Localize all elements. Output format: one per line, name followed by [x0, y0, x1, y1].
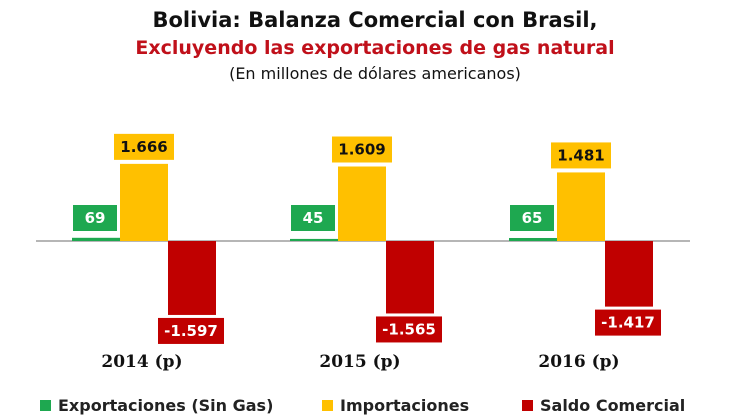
- data-label-box-importaciones-3: [551, 142, 611, 169]
- data-label-saldo-3: -1.417: [601, 314, 655, 332]
- data-label-box-exportaciones-1: [73, 205, 117, 231]
- data-label-box-saldo-2: [376, 316, 442, 343]
- data-label-exportaciones-3: 65: [522, 209, 543, 227]
- legend-swatch-importaciones: [322, 399, 333, 411]
- data-label-importaciones-1: 1.666: [120, 138, 167, 156]
- bar-saldo-2: [386, 241, 434, 314]
- bar-importaciones-2: [338, 166, 386, 241]
- data-label-box-importaciones-2: [332, 136, 392, 163]
- bar-saldo-1: [168, 241, 216, 315]
- data-label-box-exportaciones-3: [510, 205, 554, 231]
- data-label-box-saldo-3: [595, 309, 661, 336]
- legend-label-saldo: Saldo Comercial: [540, 395, 686, 415]
- data-label-saldo-1: -1.597: [164, 322, 218, 340]
- legend-item-saldo: Saldo Comercial: [522, 392, 685, 418]
- data-label-box-saldo-1: [158, 317, 224, 344]
- category-label-1: 2014 (p): [101, 352, 182, 372]
- data-label-exportaciones-2: 45: [303, 209, 324, 227]
- legend-item-exportaciones: Exportaciones (Sin Gas): [40, 392, 273, 418]
- bar-exportaciones-3: [509, 237, 557, 241]
- legend-swatch-saldo: [522, 399, 533, 411]
- legend: Exportaciones (Sin Gas) Importaciones Sa…: [0, 392, 750, 418]
- bar-exportaciones-1: [72, 237, 120, 241]
- legend-item-importaciones: Importaciones: [322, 392, 469, 418]
- bar-saldo-3: [605, 241, 653, 307]
- legend-label-importaciones: Importaciones: [340, 395, 470, 415]
- data-label-importaciones-2: 1.609: [338, 141, 385, 159]
- data-label-box-exportaciones-2: [291, 205, 335, 231]
- bar-importaciones-3: [557, 172, 605, 241]
- chart-subtitle: Excluyendo las exportaciones de gas natu…: [135, 37, 615, 59]
- chart-units: (En millones de dólares americanos): [229, 64, 521, 83]
- bar-exportaciones-2: [290, 238, 338, 241]
- chart-title: Bolivia: Balanza Comercial con Brasil,: [152, 8, 598, 32]
- data-label-importaciones-3: 1.481: [557, 146, 604, 164]
- category-label-2: 2015 (p): [319, 352, 400, 372]
- data-label-saldo-2: -1.565: [382, 320, 436, 338]
- bar-importaciones-1: [120, 163, 168, 241]
- data-label-box-importaciones-1: [114, 133, 174, 160]
- category-label-3: 2016 (p): [538, 352, 619, 372]
- data-label-exportaciones-1: 69: [85, 209, 106, 227]
- legend-swatch-exportaciones: [40, 399, 51, 411]
- bar-chart: 69 1.666 -1.597 2014 (p) 45 1.609 -1.565 2015 (…: [36, 133, 690, 372]
- legend-label-exportaciones: Exportaciones (Sin Gas): [58, 395, 274, 415]
